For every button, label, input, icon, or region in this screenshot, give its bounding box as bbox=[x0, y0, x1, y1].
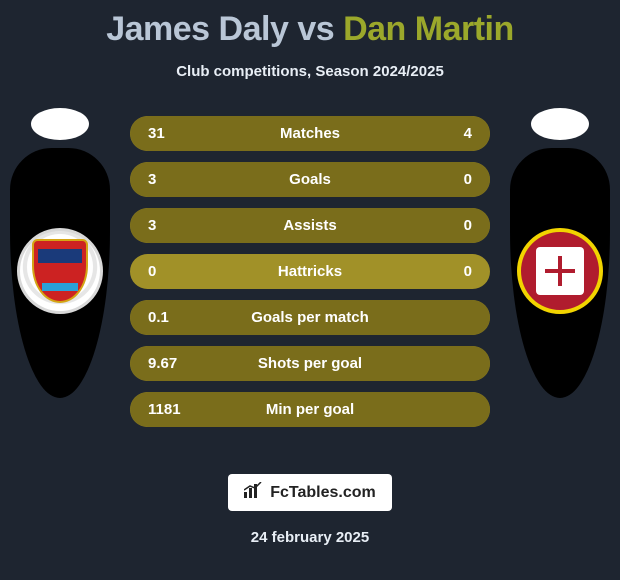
player2-club-crest bbox=[517, 228, 603, 314]
stat-metric-label: Hattricks bbox=[130, 263, 490, 280]
player2-head-icon bbox=[531, 108, 589, 140]
player1-silhouette bbox=[0, 108, 120, 478]
comparison-stage: 31Matches43Goals03Assists00Hattricks00.1… bbox=[0, 108, 620, 478]
comparison-title: James Daly vs Dan Martin bbox=[0, 10, 620, 49]
footer: FcTables.com 24 february 2025 bbox=[0, 474, 620, 546]
stat-value-right: 0 bbox=[464, 171, 472, 188]
player2-silhouette bbox=[500, 108, 620, 478]
player1-torso-icon bbox=[10, 148, 110, 398]
subtitle: Club competitions, Season 2024/2025 bbox=[0, 63, 620, 80]
stat-bars: 31Matches43Goals03Assists00Hattricks00.1… bbox=[130, 116, 490, 438]
stat-row: 0.1Goals per match bbox=[130, 300, 490, 335]
stat-value-right: 0 bbox=[464, 263, 472, 280]
player1-club-crest bbox=[17, 228, 103, 314]
header: James Daly vs Dan Martin Club competitio… bbox=[0, 0, 620, 80]
cross-icon bbox=[536, 247, 584, 295]
brand-text: FcTables.com bbox=[270, 484, 376, 502]
shield-icon bbox=[32, 239, 88, 303]
player2-torso-icon bbox=[510, 148, 610, 398]
stat-row: 3Goals0 bbox=[130, 162, 490, 197]
stat-row: 31Matches4 bbox=[130, 116, 490, 151]
player2-name: Dan Martin bbox=[343, 10, 514, 48]
stat-metric-label: Goals bbox=[130, 171, 490, 188]
stat-metric-label: Matches bbox=[130, 125, 490, 142]
stat-value-right: 4 bbox=[464, 125, 472, 142]
stat-value-right: 0 bbox=[464, 217, 472, 234]
stat-metric-label: Shots per goal bbox=[130, 355, 490, 372]
stat-row: 0Hattricks0 bbox=[130, 254, 490, 289]
stat-row: 3Assists0 bbox=[130, 208, 490, 243]
chart-icon bbox=[244, 482, 262, 503]
stat-metric-label: Assists bbox=[130, 217, 490, 234]
vs-label: vs bbox=[297, 10, 334, 48]
stat-metric-label: Goals per match bbox=[130, 309, 490, 326]
player1-head-icon bbox=[31, 108, 89, 140]
date-label: 24 february 2025 bbox=[0, 529, 620, 546]
stat-metric-label: Min per goal bbox=[130, 401, 490, 418]
brand-badge: FcTables.com bbox=[228, 474, 392, 511]
player1-name: James Daly bbox=[106, 10, 288, 48]
stat-row: 1181Min per goal bbox=[130, 392, 490, 427]
stat-row: 9.67Shots per goal bbox=[130, 346, 490, 381]
